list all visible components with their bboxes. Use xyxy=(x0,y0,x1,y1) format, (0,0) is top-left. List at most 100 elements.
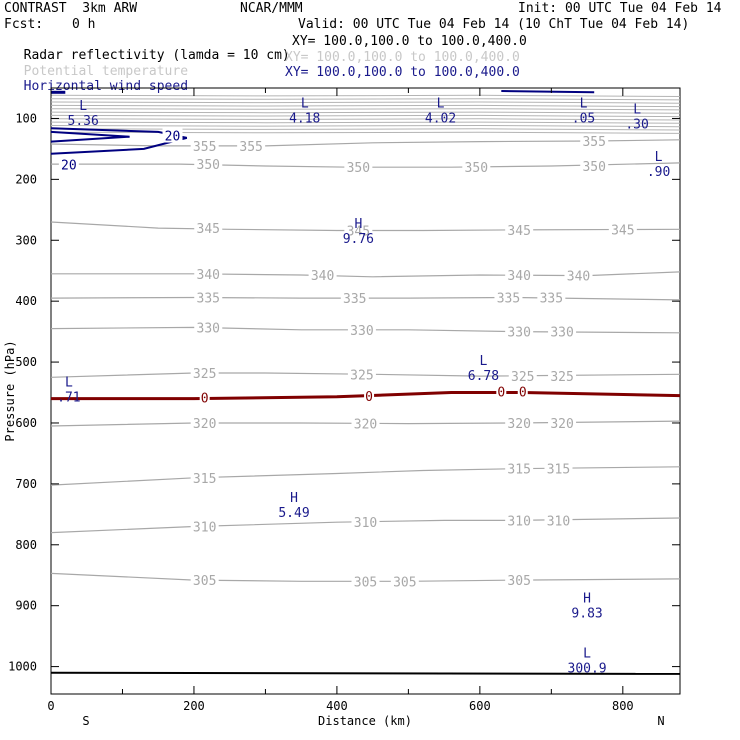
freezing-label: 0 xyxy=(201,392,209,407)
theta-label: 315 xyxy=(193,472,216,487)
theta-label: 340 xyxy=(507,269,530,284)
left-end-label: S xyxy=(82,714,89,728)
extremum-value: 9.83 xyxy=(571,607,602,622)
wind-contour-20 xyxy=(50,127,188,155)
extremum-type: L xyxy=(301,96,309,111)
extremum-type: L xyxy=(480,354,488,369)
extremum-value: 5.49 xyxy=(278,506,309,521)
theta-label-bg xyxy=(344,160,373,175)
theta-label: 330 xyxy=(350,324,373,339)
theta-label: 345 xyxy=(197,222,220,237)
y-axis-label: Pressure (hPa) xyxy=(3,340,17,441)
upper-isentrope xyxy=(50,94,681,97)
freezing-label-bg xyxy=(496,386,507,399)
extremum-value: 4.02 xyxy=(425,111,456,126)
freezing-label-bg xyxy=(199,392,210,405)
wind-contour-inner xyxy=(50,130,130,143)
surface-line xyxy=(50,671,681,675)
legend-reflectivity: Radar reflectivity (lamda = 10 cm) xyxy=(8,35,290,63)
theta-label-bg xyxy=(544,513,573,528)
theta-label-bg xyxy=(505,573,534,588)
legend-reflectivity-label: Radar reflectivity (lamda = 10 cm) xyxy=(23,48,290,63)
theta-label: 340 xyxy=(567,270,590,285)
theta-label: 305 xyxy=(507,574,530,589)
theta-label: 350 xyxy=(465,161,488,176)
theta-label: 345 xyxy=(347,225,370,240)
theta-label-bg xyxy=(351,416,380,431)
theta-label: 305 xyxy=(193,574,216,589)
freezing-level-line xyxy=(51,391,681,401)
extremum-value: .05 xyxy=(572,111,595,126)
upper-isentrope xyxy=(50,111,681,114)
theta-label: 310 xyxy=(507,514,530,529)
extrema-layer: L5.36L4.18L4.02L.05L.30L.90H9.76L6.78L.7… xyxy=(57,96,670,676)
extremum-value: 4.18 xyxy=(289,111,320,126)
theta-isentrope-315 xyxy=(50,466,681,486)
freezing-label-bg xyxy=(517,386,528,399)
theta-label: 350 xyxy=(347,161,370,176)
theta-label-bg xyxy=(462,160,491,175)
y-tick-label: 800 xyxy=(15,538,37,552)
theta-label: 345 xyxy=(611,223,634,238)
theta-label-bg xyxy=(580,158,609,173)
y-tick-label: 200 xyxy=(15,172,37,186)
theta-label: 310 xyxy=(547,514,570,529)
valid-time: Valid: 00 UTC Tue 04 Feb 14 (10 ChT Tue … xyxy=(298,17,690,32)
theta-label: 335 xyxy=(343,292,366,307)
theta-label: 355 xyxy=(193,140,216,155)
extremum-value: 6.78 xyxy=(468,369,499,384)
theta-label: 335 xyxy=(540,292,563,307)
theta-layer: 355 355 355 350 350 350 350 345 345 345 345 340 340 3… xyxy=(50,133,681,590)
theta-label-bg xyxy=(194,266,223,281)
upper-isentrope xyxy=(50,101,681,104)
y-tick-label: 900 xyxy=(15,599,37,613)
theta-label: 340 xyxy=(197,268,220,283)
theta-label-bg xyxy=(505,461,534,476)
legend-wind-label: Horizontal wind speed xyxy=(23,79,189,94)
freezing-label: 0 xyxy=(497,386,505,401)
theta-label: 335 xyxy=(497,292,520,307)
init-time: Init: 00 UTC Tue 04 Feb 14 xyxy=(518,1,722,16)
wind-contour-top-right xyxy=(501,90,595,94)
theta-label-bg xyxy=(308,267,337,282)
y-tick-label: 1000 xyxy=(8,660,37,674)
theta-label: 335 xyxy=(197,292,220,307)
y-tick-label: 700 xyxy=(15,477,37,491)
upper-isentrope xyxy=(50,108,681,111)
extremum-value: 5.36 xyxy=(68,114,99,129)
theta-label-bg xyxy=(505,267,534,282)
fcst-value: 0 h xyxy=(72,17,96,32)
theta-label: 305 xyxy=(354,575,377,590)
wind-label: 20 xyxy=(61,159,77,174)
theta-label: 320 xyxy=(354,418,377,433)
theta-label-bg xyxy=(390,574,419,589)
upper-isentrope xyxy=(50,98,681,101)
theta-label-bg xyxy=(548,369,577,384)
upper-isentrope xyxy=(50,124,681,128)
theta-label-bg xyxy=(548,324,577,339)
theta-label: 315 xyxy=(547,463,570,478)
y-tick-label: 300 xyxy=(15,233,37,247)
freezing-label: 0 xyxy=(519,386,527,401)
y-tick-label: 600 xyxy=(15,416,37,430)
org-label: NCAR/MMM xyxy=(240,1,303,16)
theta-label: 330 xyxy=(550,326,573,341)
theta-label: 350 xyxy=(582,160,605,175)
theta-label: 350 xyxy=(197,158,220,173)
freezing-label-bg xyxy=(364,390,375,403)
extremum-type: L xyxy=(655,150,663,165)
theta-label-bg xyxy=(340,291,369,306)
theta-label: 315 xyxy=(507,463,530,478)
upper-isentrope xyxy=(50,128,681,131)
legend-reflectivity-xy: XY= 100.0,100.0 to 100.0,400.0 xyxy=(292,34,527,49)
fcst-label: Fcst: xyxy=(4,17,44,32)
theta-label-bg xyxy=(544,461,573,476)
y-tick-label: 400 xyxy=(15,294,37,308)
theta-label-bg xyxy=(347,367,376,382)
theta-label-bg xyxy=(351,574,380,589)
extremum-type: L xyxy=(65,375,73,390)
extremum-value: 9.76 xyxy=(343,232,374,247)
theta-label-bg xyxy=(351,515,380,530)
